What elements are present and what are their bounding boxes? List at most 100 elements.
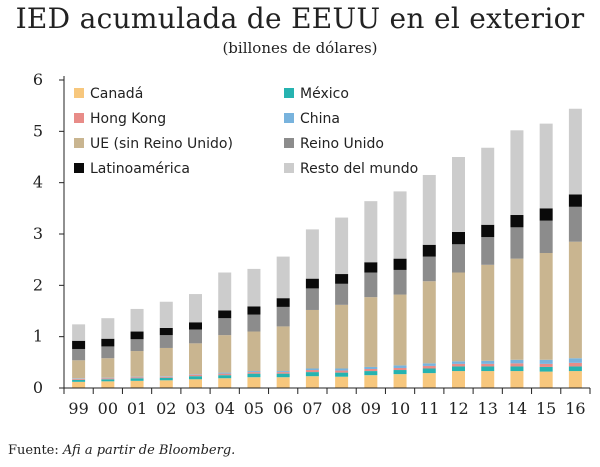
- bar-segment-12-s4: [452, 272, 465, 362]
- bar-segment-07-s5: [305, 288, 319, 310]
- bar-segment-09-s2: [364, 369, 378, 372]
- bar-segment-09-s4: [364, 297, 378, 367]
- x-tick-label: 11: [419, 399, 439, 418]
- bar-segment-11-s0: [422, 373, 436, 388]
- bar-segment-01-s3: [130, 376, 144, 378]
- bar-segment-03-s4: [189, 343, 202, 375]
- bar-segment-10-s1: [393, 370, 407, 375]
- bar-segment-08-s2: [335, 370, 349, 373]
- bar-segment-00-s6: [101, 338, 115, 347]
- bar-segment-05-s6: [247, 306, 261, 315]
- bar-segment-99-s3: [72, 378, 86, 379]
- bar-segment-15-s6: [539, 208, 553, 221]
- bar-segment-05-s0: [247, 377, 261, 388]
- bar-segment-99-s5: [72, 348, 86, 361]
- bar-segment-03-s5: [189, 329, 202, 344]
- bar-segment-05-s5: [247, 314, 261, 332]
- bars-group: [72, 108, 582, 388]
- bar-segment-06-s5: [276, 306, 290, 327]
- bar-segment-06-s7: [276, 256, 290, 299]
- bar-segment-08-s1: [335, 372, 349, 377]
- bar-segment-16-s7: [568, 108, 582, 195]
- bar-segment-04-s1: [218, 375, 232, 379]
- bar-segment-03-s1: [189, 376, 202, 380]
- legend-label: Latinoamérica: [90, 161, 190, 177]
- bar-segment-01-s6: [130, 331, 144, 340]
- bar-segment-11-s6: [422, 244, 436, 257]
- bar-segment-00-s0: [101, 381, 115, 388]
- bar-segment-06-s2: [276, 372, 290, 374]
- legend-label: Resto del mundo: [300, 161, 418, 177]
- x-tick-label: 12: [448, 399, 468, 418]
- bar-segment-08-s6: [335, 274, 349, 284]
- bar-segment-12-s1: [452, 366, 465, 372]
- y-tick-label: 1: [33, 327, 43, 346]
- bar-segment-00-s2: [101, 378, 115, 380]
- bar-segment-02-s0: [159, 380, 173, 388]
- bar-segment-16-s2: [568, 362, 582, 367]
- bar-segment-07-s2: [305, 370, 319, 373]
- x-tick-label: 09: [361, 399, 381, 418]
- legend-label: México: [300, 86, 349, 102]
- bar-segment-11-s2: [422, 365, 436, 369]
- x-tick-label: 04: [215, 399, 235, 418]
- bar-segment-13-s6: [481, 224, 495, 238]
- bar-segment-10-s5: [393, 269, 407, 295]
- bar-segment-02-s7: [159, 301, 173, 328]
- bar-segment-04-s2: [218, 373, 232, 376]
- y-tick-label: 0: [33, 378, 43, 397]
- legend-swatch: [74, 163, 84, 173]
- bar-segment-04-s5: [218, 318, 232, 336]
- bar-segment-01-s7: [130, 308, 144, 332]
- bar-segment-09-s5: [364, 272, 378, 298]
- bar-segment-99-s6: [72, 340, 86, 349]
- bar-segment-14-s5: [510, 227, 524, 259]
- chart-subtitle: (billones de dólares): [222, 39, 378, 57]
- bar-segment-99-s7: [72, 324, 86, 341]
- bar-segment-14-s2: [510, 363, 524, 367]
- bar-segment-02-s6: [159, 327, 173, 336]
- bar-segment-13-s7: [481, 147, 495, 225]
- bar-segment-07-s1: [305, 372, 319, 377]
- x-tick-label: 16: [565, 399, 585, 418]
- y-tick-label: 3: [33, 224, 43, 243]
- bar-segment-02-s1: [159, 377, 173, 381]
- bar-segment-12-s7: [452, 157, 465, 232]
- bar-segment-10-s3: [393, 365, 407, 368]
- bar-segment-00-s3: [101, 377, 115, 379]
- bar-segment-10-s0: [393, 374, 407, 388]
- x-tick-label: 00: [98, 399, 118, 418]
- bar-segment-02-s5: [159, 335, 173, 348]
- bar-segment-11-s4: [422, 281, 436, 364]
- bar-segment-00-s4: [101, 358, 115, 378]
- bar-segment-05-s1: [247, 373, 261, 378]
- bar-segment-00-s7: [101, 318, 115, 339]
- bar-segment-03-s6: [189, 322, 202, 330]
- legend-swatch: [284, 163, 294, 173]
- legend: Canadá México Hong Kong China UE (sin Reino …: [74, 86, 418, 177]
- bar-segment-06-s0: [276, 377, 290, 388]
- x-tick-label: 02: [156, 399, 176, 418]
- bar-segment-14-s7: [510, 130, 524, 216]
- bar-segment-08-s5: [335, 283, 349, 305]
- bar-segment-07-s3: [305, 368, 319, 371]
- bar-segment-99-s0: [72, 381, 86, 388]
- bar-segment-12-s5: [452, 244, 465, 273]
- bar-segment-04-s6: [218, 310, 232, 319]
- bar-segment-16-s1: [568, 366, 582, 372]
- bar-segment-06-s6: [276, 298, 290, 307]
- bar-segment-03-s2: [189, 374, 202, 377]
- bar-segment-07-s7: [305, 229, 319, 279]
- y-axis: 0 1 2 3 4 5 6: [33, 70, 65, 397]
- legend-swatch: [284, 88, 294, 98]
- y-tick-label: 2: [33, 275, 43, 294]
- bar-segment-00-s5: [101, 346, 115, 359]
- bar-segment-06-s3: [276, 371, 290, 373]
- legend-swatch: [74, 88, 84, 98]
- bar-segment-14-s1: [510, 366, 524, 372]
- bar-segment-08-s7: [335, 217, 349, 275]
- bar-segment-15-s1: [539, 366, 553, 372]
- bar-segment-09-s3: [364, 366, 378, 369]
- bar-segment-14-s4: [510, 258, 524, 360]
- legend-label: Reino Unido: [300, 136, 384, 152]
